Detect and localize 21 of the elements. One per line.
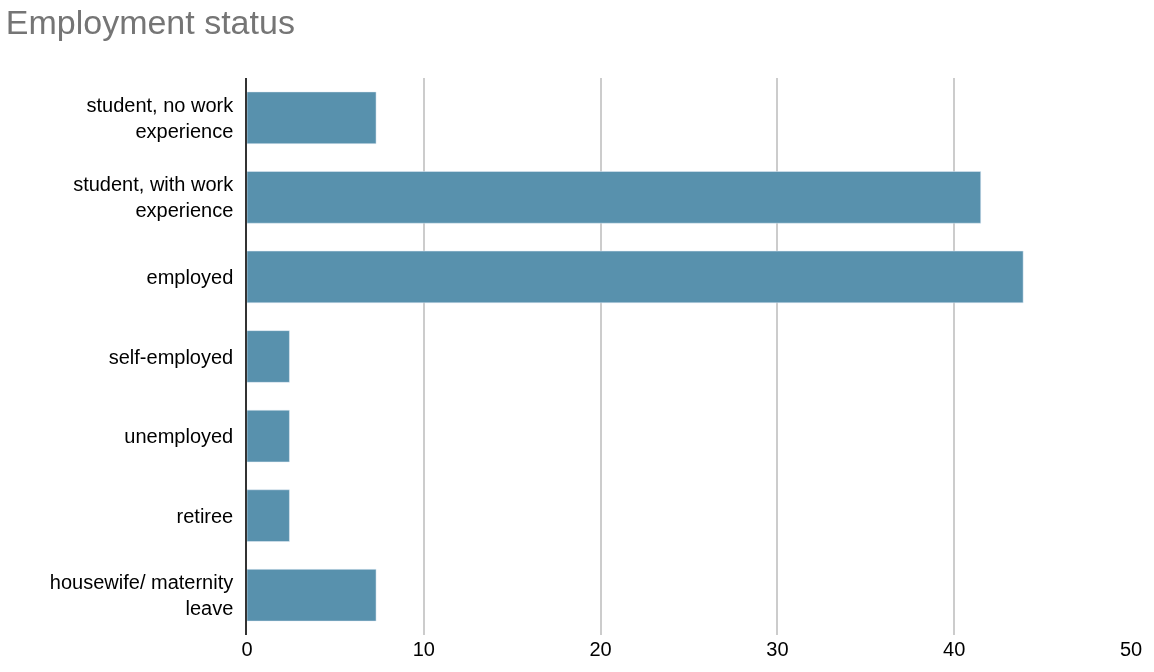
y-tick-label: student, with work experience [73,173,235,222]
bar [247,91,377,144]
bar [247,569,377,622]
bar [247,330,290,383]
bar [247,171,981,224]
x-tick-label: 10 [412,638,435,660]
bar [247,250,1024,304]
y-tick-label: unemployed [124,425,234,448]
x-tick-label: 50 [1119,638,1143,660]
bar [247,409,290,463]
y-tick-label: employed [146,265,234,288]
x-tick-label: 40 [943,638,966,660]
y-tick-label: housewife/ maternity leave [49,571,234,620]
y-tick-label: retiree [176,504,234,527]
bar [247,489,290,542]
chart-title: Employment status [5,2,295,41]
x-tick-label: 20 [589,638,612,660]
y-tick-label: student, no work experience [86,93,235,142]
x-tick-label: 0 [241,638,253,660]
y-tick-label: self-employed [108,345,234,368]
x-tick-label: 30 [766,638,789,660]
